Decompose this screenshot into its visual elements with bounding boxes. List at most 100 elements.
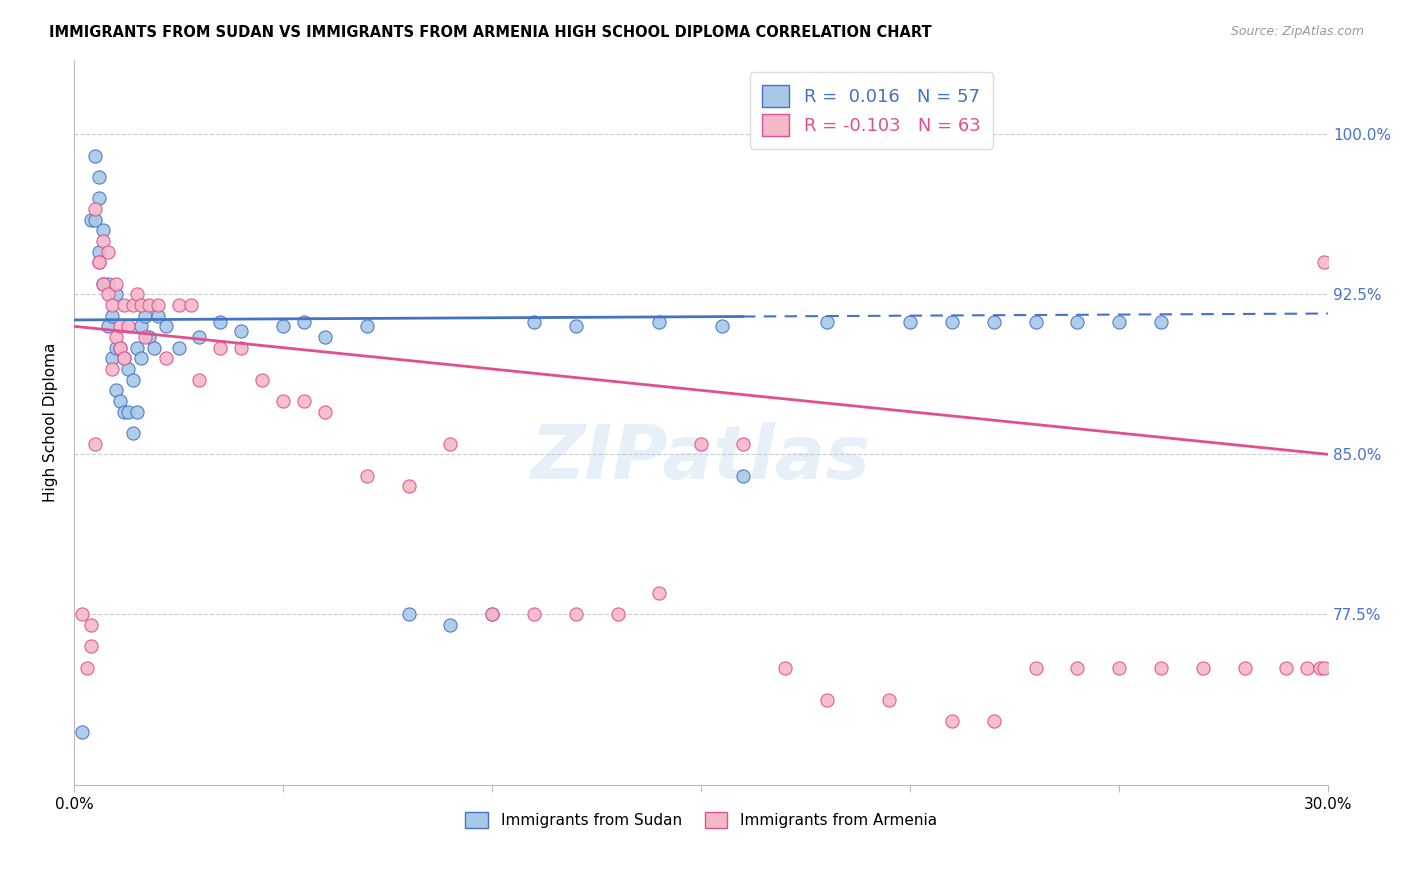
Point	[292, 315, 315, 329]
Point	[125, 287, 148, 301]
Point	[877, 692, 900, 706]
Point	[983, 315, 1005, 329]
Point	[84, 212, 107, 227]
Point	[523, 315, 546, 329]
Point	[100, 309, 122, 323]
Point	[231, 324, 253, 338]
Point	[129, 351, 152, 366]
Point	[80, 640, 103, 654]
Point	[356, 319, 378, 334]
Point	[209, 341, 232, 355]
Point	[1191, 661, 1213, 675]
Point	[112, 298, 135, 312]
Point	[112, 405, 135, 419]
Point	[314, 330, 336, 344]
Point	[564, 607, 586, 622]
Point	[104, 384, 127, 398]
Point	[711, 319, 734, 334]
Point	[76, 661, 98, 675]
Point	[96, 277, 118, 291]
Point	[523, 607, 546, 622]
Point	[773, 661, 796, 675]
Point	[112, 351, 135, 366]
Point	[439, 436, 461, 450]
Point	[100, 298, 122, 312]
Point	[180, 298, 202, 312]
Point	[108, 341, 131, 355]
Point	[89, 169, 111, 184]
Point	[138, 330, 160, 344]
Point	[983, 714, 1005, 728]
Point	[121, 298, 143, 312]
Point	[941, 714, 963, 728]
Point	[1296, 661, 1319, 675]
Point	[731, 436, 754, 450]
Point	[146, 298, 169, 312]
Point	[271, 394, 294, 409]
Point	[117, 362, 139, 376]
Point	[89, 255, 111, 269]
Point	[100, 362, 122, 376]
Point	[146, 309, 169, 323]
Point	[564, 319, 586, 334]
Point	[356, 468, 378, 483]
Point	[231, 341, 253, 355]
Point	[167, 341, 190, 355]
Point	[250, 373, 273, 387]
Point	[84, 436, 107, 450]
Point	[108, 319, 131, 334]
Point	[606, 607, 628, 622]
Point	[96, 319, 118, 334]
Point	[93, 234, 115, 248]
Point	[80, 212, 103, 227]
Point	[121, 425, 143, 440]
Point	[1150, 661, 1173, 675]
Point	[1066, 661, 1088, 675]
Point	[398, 479, 420, 493]
Point	[142, 341, 165, 355]
Legend: Immigrants from Sudan, Immigrants from Armenia: Immigrants from Sudan, Immigrants from A…	[458, 805, 945, 836]
Point	[292, 394, 315, 409]
Point	[117, 319, 139, 334]
Point	[1233, 661, 1256, 675]
Point	[89, 191, 111, 205]
Text: Source: ZipAtlas.com: Source: ZipAtlas.com	[1230, 25, 1364, 38]
Point	[1150, 315, 1173, 329]
Point	[93, 223, 115, 237]
Point	[96, 287, 118, 301]
Point	[898, 315, 921, 329]
Point	[439, 618, 461, 632]
Point	[121, 373, 143, 387]
Point	[648, 586, 671, 600]
Point	[941, 315, 963, 329]
Point	[1275, 661, 1298, 675]
Point	[104, 277, 127, 291]
Point	[1313, 661, 1336, 675]
Point	[129, 319, 152, 334]
Point	[96, 244, 118, 259]
Point	[188, 330, 211, 344]
Text: IMMIGRANTS FROM SUDAN VS IMMIGRANTS FROM ARMENIA HIGH SCHOOL DIPLOMA CORRELATION: IMMIGRANTS FROM SUDAN VS IMMIGRANTS FROM…	[49, 25, 932, 40]
Point	[93, 277, 115, 291]
Point	[129, 298, 152, 312]
Point	[815, 692, 838, 706]
Point	[209, 315, 232, 329]
Point	[1108, 315, 1130, 329]
Point	[93, 277, 115, 291]
Point	[72, 724, 94, 739]
Point	[117, 405, 139, 419]
Point	[125, 405, 148, 419]
Point	[84, 202, 107, 216]
Point	[89, 255, 111, 269]
Point	[481, 607, 503, 622]
Point	[1309, 661, 1331, 675]
Y-axis label: High School Diploma: High School Diploma	[44, 343, 58, 502]
Point	[314, 405, 336, 419]
Point	[125, 341, 148, 355]
Point	[104, 287, 127, 301]
Point	[155, 319, 177, 334]
Point	[648, 315, 671, 329]
Point	[731, 468, 754, 483]
Point	[1025, 315, 1047, 329]
Point	[134, 330, 156, 344]
